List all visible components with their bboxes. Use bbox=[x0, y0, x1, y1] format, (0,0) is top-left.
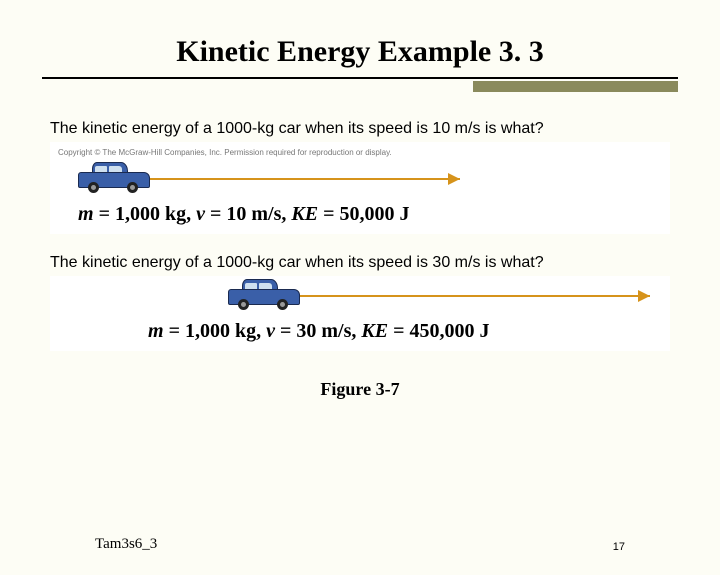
eq2-vv: = 30 m/s, bbox=[275, 320, 361, 342]
velocity-arrow-2 bbox=[300, 295, 650, 297]
slide-title: Kinetic Energy Example 3. 3 bbox=[0, 35, 720, 69]
car-row-2 bbox=[228, 282, 662, 310]
diagram-1: Copyright © The McGraw-Hill Companies, I… bbox=[50, 142, 670, 234]
arrow-head-icon bbox=[638, 290, 650, 302]
eq1-m: m bbox=[78, 203, 94, 225]
eq1-ke: KE bbox=[291, 203, 318, 225]
eq2-v: v bbox=[266, 320, 275, 342]
velocity-arrow-1 bbox=[150, 178, 460, 180]
underline-accent bbox=[473, 81, 678, 92]
eq2-m: m bbox=[148, 320, 164, 342]
figure-label: Figure 3-7 bbox=[50, 379, 670, 400]
car-row-1 bbox=[78, 165, 662, 193]
car-icon bbox=[228, 282, 298, 310]
underline-black bbox=[42, 77, 678, 79]
eq2-mv: 1,000 kg, bbox=[185, 320, 266, 342]
eq2-kev: = 450,000 J bbox=[388, 320, 489, 342]
content-area: The kinetic energy of a 1000-kg car when… bbox=[50, 120, 670, 400]
arrow-head-icon bbox=[448, 173, 460, 185]
eq1-v: v bbox=[196, 203, 205, 225]
page-number: 17 bbox=[613, 541, 625, 553]
question-2: The kinetic energy of a 1000-kg car when… bbox=[50, 254, 670, 272]
eq2-ke: KE bbox=[361, 320, 388, 342]
eq1-kev: = 50,000 J bbox=[318, 203, 409, 225]
footer-left-text: Tam3s6_3 bbox=[95, 536, 157, 553]
question-1: The kinetic energy of a 1000-kg car when… bbox=[50, 120, 670, 138]
equation-2: m = 1,000 kg, v = 30 m/s, KE = 450,000 J bbox=[148, 320, 662, 343]
eq2-eq: = bbox=[164, 320, 185, 342]
car-icon bbox=[78, 165, 148, 193]
copyright-text: Copyright © The McGraw-Hill Companies, I… bbox=[58, 148, 662, 157]
eq1-eq: = bbox=[94, 203, 115, 225]
diagram-2: m = 1,000 kg, v = 30 m/s, KE = 450,000 J bbox=[50, 276, 670, 351]
eq1-mv: 1,000 kg, bbox=[115, 203, 196, 225]
eq1-vv: = 10 m/s, bbox=[205, 203, 291, 225]
title-underline bbox=[0, 77, 720, 95]
equation-1: m = 1,000 kg, v = 10 m/s, KE = 50,000 J bbox=[78, 203, 662, 226]
